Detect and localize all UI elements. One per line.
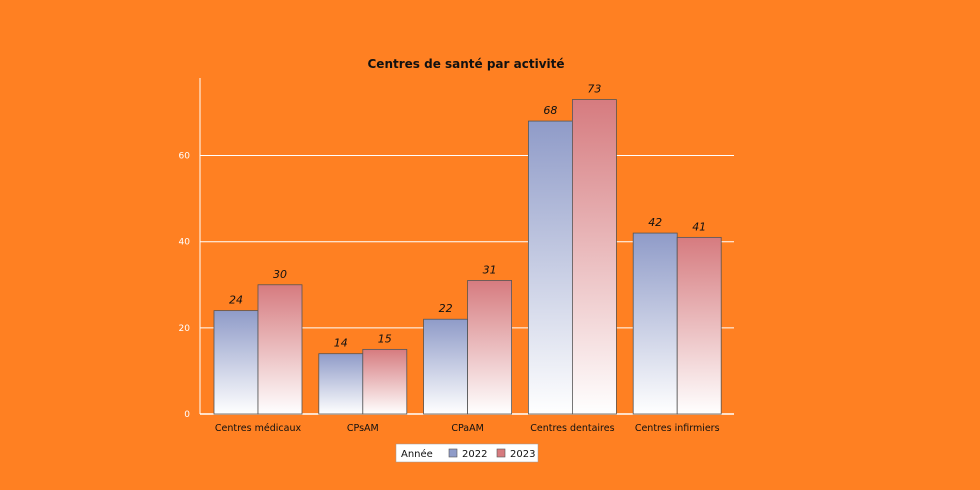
bar <box>676 236 722 415</box>
bar <box>632 232 678 415</box>
legend-swatch <box>496 448 506 458</box>
data-label: 41 <box>692 220 706 233</box>
bar <box>528 120 573 415</box>
bar <box>362 348 408 415</box>
data-label: 42 <box>648 216 662 229</box>
bar <box>572 99 617 415</box>
data-label: 15 <box>378 332 392 345</box>
y-tick-label: 0 <box>184 410 190 420</box>
y-tick-label: 20 <box>179 324 191 334</box>
bar <box>467 280 513 415</box>
x-tick-label: Centres infirmiers <box>635 423 720 434</box>
legend-entry: 2023 <box>510 449 535 460</box>
x-tick-label: CPaAM <box>451 423 483 434</box>
data-labels: 24 30 14 15 22 31 68 73 42 41 <box>229 83 706 350</box>
legend-box <box>395 443 539 463</box>
data-label: 22 <box>439 302 453 315</box>
bar <box>423 318 469 415</box>
data-label: 30 <box>273 268 287 281</box>
legend-swatch <box>448 448 458 458</box>
data-label: 31 <box>483 263 497 276</box>
x-tick-label: Centres dentaires <box>530 423 614 434</box>
bars <box>213 99 722 415</box>
data-label: 68 <box>543 104 557 117</box>
chart-title: Centres de santé par activité <box>368 57 565 71</box>
data-label: 73 <box>587 83 601 96</box>
y-tick-label: 60 <box>179 152 191 162</box>
legend-title: Année <box>401 448 433 460</box>
x-tick-label: Centres médicaux <box>215 423 302 434</box>
y-tick-label: 40 <box>179 238 191 248</box>
x-tick-label: CPsAM <box>347 423 379 434</box>
bar <box>257 284 303 415</box>
bar <box>318 353 364 415</box>
legend: Année 2022 2023 <box>395 443 539 463</box>
legend-entry: 2022 <box>462 449 487 460</box>
data-label: 24 <box>229 294 243 307</box>
data-label: 14 <box>334 337 348 350</box>
bar <box>213 310 259 415</box>
